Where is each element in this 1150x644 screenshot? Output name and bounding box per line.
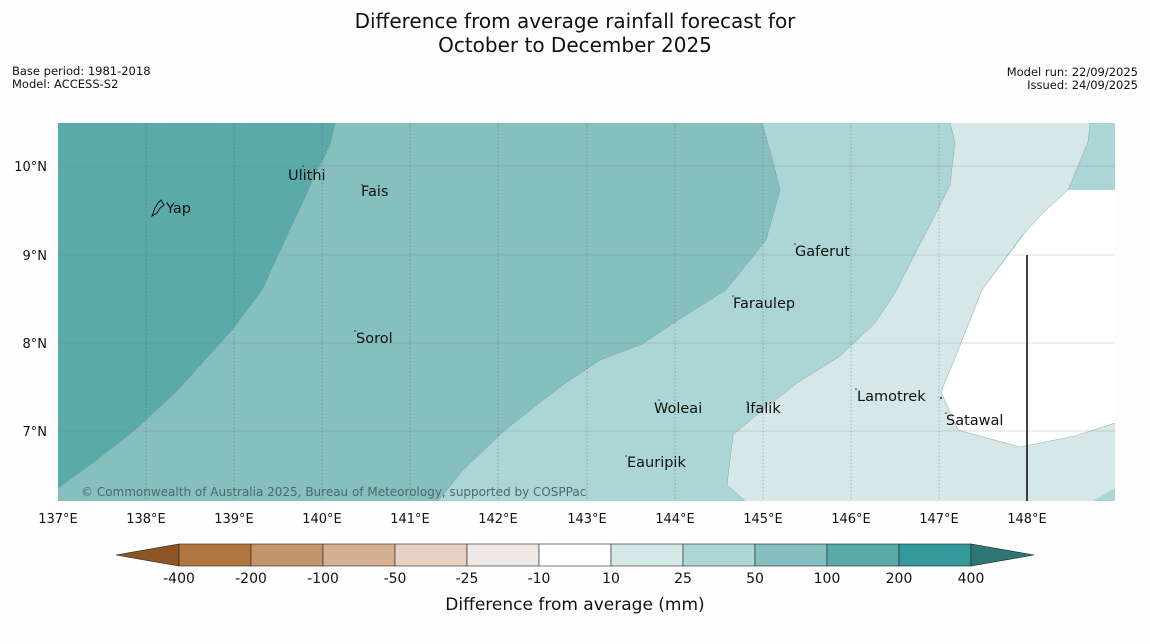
lon-label: 138°E bbox=[126, 512, 166, 527]
title-line-1: Difference from average rainfall forecas… bbox=[354, 9, 796, 33]
model-text: Model: ACCESS-S2 bbox=[12, 77, 119, 91]
lat-label: 8°N bbox=[23, 337, 48, 352]
place-label-woleai: Woleai bbox=[654, 401, 702, 417]
colorbar-segment bbox=[115, 543, 180, 567]
colorbar-segment bbox=[250, 543, 324, 567]
lon-label: 140°E bbox=[302, 512, 342, 527]
place-label-faraulep: Faraulep bbox=[733, 296, 795, 312]
lon-label: 143°E bbox=[567, 512, 607, 527]
lat-label: 10°N bbox=[14, 160, 47, 175]
colorbar-tick: 50 bbox=[746, 571, 764, 587]
place-label-satawal: Satawal bbox=[946, 413, 1003, 429]
meta-right: Model run: 22/09/2025 Issued: 24/09/2025 bbox=[1007, 66, 1138, 92]
fill-neutral bbox=[941, 190, 1115, 447]
fill-100-200 bbox=[58, 123, 335, 488]
colorbar-segment bbox=[970, 543, 1035, 567]
issued-text: Issued: 24/09/2025 bbox=[1027, 78, 1138, 92]
colorbar-tick: -100 bbox=[307, 571, 339, 587]
place-label-eauripik: Eauripik bbox=[627, 455, 686, 471]
place-label-gaferut: Gaferut bbox=[795, 244, 850, 260]
longitude-labels: 137°E 138°E 139°E 140°E 141°E 142°E 143°… bbox=[38, 512, 1047, 527]
colorbar-tick: -10 bbox=[528, 571, 551, 587]
island-dots bbox=[302, 165, 947, 457]
lat-label: 9°N bbox=[23, 249, 48, 264]
place-label-sorol: Sorol bbox=[356, 331, 393, 347]
lon-label: 148°E bbox=[1007, 512, 1047, 527]
colorbar-segment bbox=[466, 543, 540, 567]
lon-label: 139°E bbox=[214, 512, 254, 527]
lon-label: 142°E bbox=[478, 512, 518, 527]
place-label-lamotrek: Lamotrek bbox=[857, 389, 926, 405]
colorbar-label: Difference from average (mm) bbox=[445, 595, 704, 615]
meta-left: Base period: 1981-2018 Model: ACCESS-S2 bbox=[12, 65, 151, 91]
colorbar-tick: 10 bbox=[602, 571, 620, 587]
colorbar-tick: -400 bbox=[163, 571, 195, 587]
colorbar-segment bbox=[538, 543, 612, 567]
model-run-text: Model run: 22/09/2025 bbox=[1006, 65, 1138, 79]
colorbar-segment bbox=[826, 543, 900, 567]
lon-label: 137°E bbox=[38, 512, 78, 527]
lon-label: 147°E bbox=[919, 512, 959, 527]
colorbar-tick: 100 bbox=[814, 571, 841, 587]
contour-lines bbox=[58, 123, 1115, 501]
place-label-yap: Yap bbox=[165, 201, 191, 217]
yap-island-outline bbox=[151, 199, 165, 218]
colorbar-tick-labels: -400 -200 -100 -50 -25 -10 10 25 50 100 … bbox=[163, 571, 984, 587]
title-line-2: October to December 2025 bbox=[438, 33, 712, 57]
place-label-ulithi: Ulithi bbox=[288, 168, 326, 184]
colorbar-tick: 200 bbox=[886, 571, 913, 587]
place-labels: Yap Ulithi Fais Gaferut Faraulep Sorol W… bbox=[165, 168, 1003, 471]
lon-label: 144°E bbox=[655, 512, 695, 527]
fill-10-25 bbox=[727, 123, 1115, 501]
colorbar-segment bbox=[610, 543, 684, 567]
colorbar-segment bbox=[394, 543, 468, 567]
colorbar-tick: -200 bbox=[235, 571, 267, 587]
attribution-text: © Commonwealth of Australia 2025, Bureau… bbox=[81, 485, 586, 499]
lat-label: 7°N bbox=[23, 425, 48, 440]
colorbar-segment bbox=[178, 543, 252, 567]
colorbar-tick: -25 bbox=[456, 571, 479, 587]
colorbar-tick: 400 bbox=[958, 571, 985, 587]
place-label-ifalik: Ifalik bbox=[746, 401, 781, 417]
colorbar-segment bbox=[322, 543, 396, 567]
rainfall-anomaly-map: Yap Ulithi Fais Gaferut Faraulep Sorol W… bbox=[58, 123, 1115, 501]
colorbar-tick: -50 bbox=[384, 571, 407, 587]
latitude-labels: 10°N 9°N 8°N 7°N bbox=[14, 160, 47, 440]
lon-label: 146°E bbox=[831, 512, 871, 527]
colorbar bbox=[115, 543, 1035, 567]
base-period-text: Base period: 1981-2018 bbox=[12, 64, 151, 78]
meridian-gridlines bbox=[145, 123, 940, 501]
lon-label: 145°E bbox=[743, 512, 783, 527]
place-label-fais: Fais bbox=[361, 184, 388, 200]
colorbar-segment bbox=[898, 543, 972, 567]
chart-title: Difference from average rainfall forecas… bbox=[0, 9, 1150, 57]
lon-label: 141°E bbox=[390, 512, 430, 527]
colorbar-segment bbox=[682, 543, 756, 567]
fill-25-50-corner bbox=[1093, 488, 1115, 501]
colorbar-segment bbox=[754, 543, 828, 567]
parallel-gridlines bbox=[58, 165, 1115, 432]
colorbar-tick: 25 bbox=[674, 571, 692, 587]
